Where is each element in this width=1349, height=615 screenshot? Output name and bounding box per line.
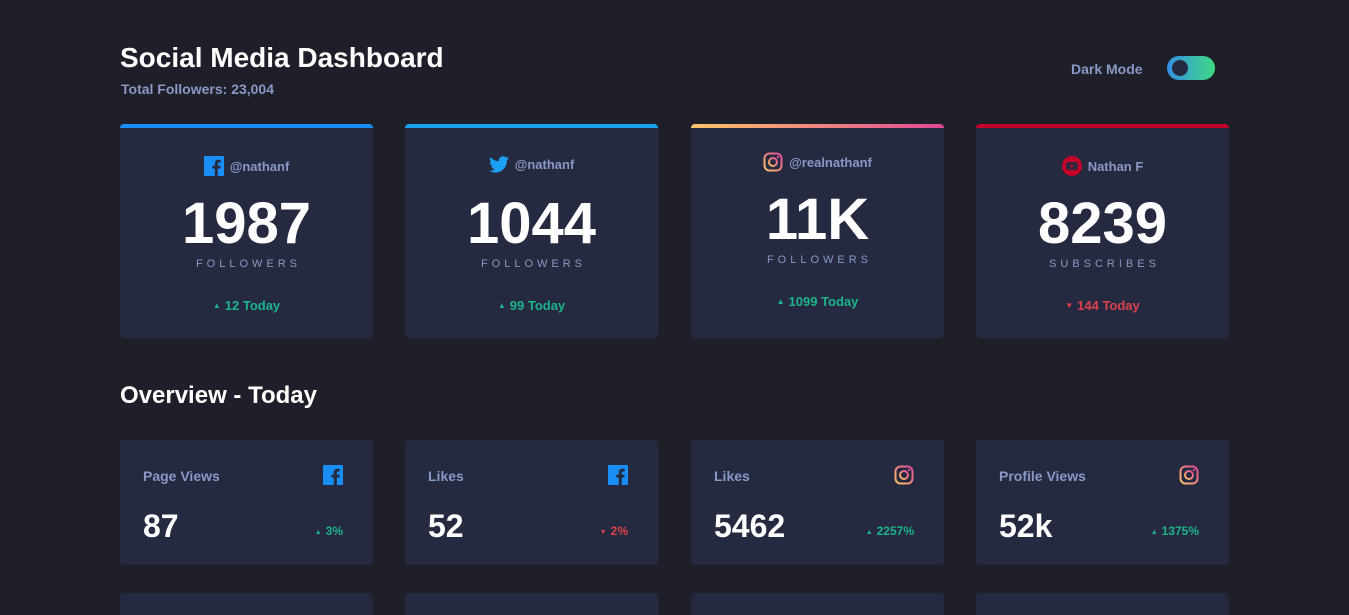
card-handle-row: @realnathanf — [691, 152, 944, 172]
page-title: Social Media Dashboard — [120, 42, 444, 73]
card-handle-row: @nathanf — [120, 156, 373, 176]
follower-unit: FOLLOWERS — [195, 258, 302, 270]
facebook-followers-card[interactable]: @nathanf 1987 FOLLOWERS ▲ 12 Today — [120, 124, 373, 338]
toggle-knob — [1172, 60, 1188, 76]
today-change: ▲ 12 Today — [120, 298, 373, 313]
overview-card-facebook-likes[interactable]: Likes 52 ▼ 2% — [405, 440, 658, 565]
overview-card-profile-views[interactable]: Profile Views 52k ▲ 1375% — [976, 440, 1229, 565]
arrow-up-icon: ▲ — [776, 297, 785, 306]
facebook-icon — [203, 156, 224, 176]
overview-value: 52k — [999, 508, 1053, 544]
card-accent-bar — [405, 124, 658, 128]
youtube-subscribers-card[interactable]: Nathan F 8239 SUBSCRIBES ▼ 144 Today — [976, 124, 1229, 338]
subscriber-count: 8239 — [1037, 191, 1168, 256]
card-accent-bar — [976, 124, 1229, 128]
follower-unit: FOLLOWERS — [766, 254, 873, 266]
card-handle: @nathanf — [229, 158, 290, 174]
arrow-up-icon: ▲ — [1150, 529, 1158, 536]
overview-percent-text: 2% — [610, 524, 628, 538]
card-accent-bar — [691, 124, 944, 128]
arrow-up-icon: ▲ — [865, 529, 873, 536]
arrow-up-icon: ▲ — [212, 301, 221, 310]
card-handle-row: Nathan F — [976, 156, 1229, 176]
follower-count: 1987 — [181, 191, 312, 256]
card-handle: @nathanf — [514, 157, 575, 172]
arrow-up-icon: ▲ — [497, 301, 506, 310]
twitter-icon — [488, 156, 509, 173]
overview-label: Likes — [714, 468, 750, 484]
overview-percent-text: 2257% — [876, 524, 914, 538]
overview-percent: ▲ 3% — [315, 524, 343, 538]
overview-card-partial[interactable] — [405, 593, 658, 615]
instagram-icon — [763, 152, 783, 172]
facebook-icon — [323, 465, 343, 485]
youtube-icon — [1061, 156, 1082, 176]
card-handle: @realnathanf — [789, 154, 872, 170]
today-change: ▲ 1099 Today — [691, 294, 944, 309]
today-change-text: 1099 Today — [788, 294, 859, 309]
today-change-text: 12 Today — [224, 298, 281, 313]
overview-percent-text: 1375% — [1161, 524, 1199, 538]
card-handle: Nathan F — [1087, 158, 1144, 174]
overview-percent-text: 3% — [325, 524, 343, 538]
today-change: ▲ 99 Today — [405, 298, 658, 313]
facebook-icon — [608, 465, 628, 485]
follower-count: 1044 — [466, 191, 597, 256]
total-followers: Total Followers: 23,004 — [121, 81, 275, 97]
overview-label: Profile Views — [999, 468, 1086, 484]
overview-card-partial[interactable] — [120, 593, 373, 615]
today-change: ▼ 144 Today — [976, 298, 1229, 313]
overview-card-page-views[interactable]: Page Views 87 ▲ 3% — [120, 440, 373, 565]
overview-percent: ▲ 1375% — [1151, 524, 1199, 538]
follower-unit: FOLLOWERS — [480, 258, 587, 270]
today-change-text: 99 Today — [509, 298, 566, 313]
overview-percent: ▼ 2% — [600, 524, 628, 538]
instagram-followers-card[interactable]: @realnathanf 11K FOLLOWERS ▲ 1099 Today — [691, 124, 944, 338]
card-handle-row: @nathanf — [405, 156, 658, 173]
twitter-followers-card[interactable]: @nathanf 1044 FOLLOWERS ▲ 99 Today — [405, 124, 658, 338]
overview-value: 5462 — [714, 508, 786, 544]
overview-percent: ▲ 2257% — [866, 524, 914, 538]
overview-card-partial[interactable] — [976, 593, 1229, 615]
overview-value: 87 — [143, 508, 179, 544]
instagram-icon — [894, 465, 914, 485]
overview-card-partial[interactable] — [691, 593, 944, 615]
subscriber-unit: SUBSCRIBES — [1049, 258, 1160, 270]
overview-card-instagram-likes[interactable]: Likes 5462 ▲ 2257% — [691, 440, 944, 565]
overview-value: 52 — [428, 508, 464, 544]
overview-label: Likes — [428, 468, 464, 484]
card-accent-bar — [120, 124, 373, 128]
arrow-down-icon: ▼ — [599, 529, 607, 536]
dark-mode-toggle[interactable] — [1167, 56, 1215, 80]
today-change-text: 144 Today — [1077, 298, 1140, 313]
follower-count: 11K — [765, 187, 870, 252]
overview-title: Overview - Today — [120, 382, 317, 409]
dark-mode-label: Dark Mode — [1071, 61, 1143, 77]
arrow-down-icon: ▼ — [1065, 301, 1074, 310]
overview-label: Page Views — [143, 468, 220, 484]
instagram-icon — [1179, 465, 1199, 485]
arrow-up-icon: ▲ — [314, 529, 322, 536]
